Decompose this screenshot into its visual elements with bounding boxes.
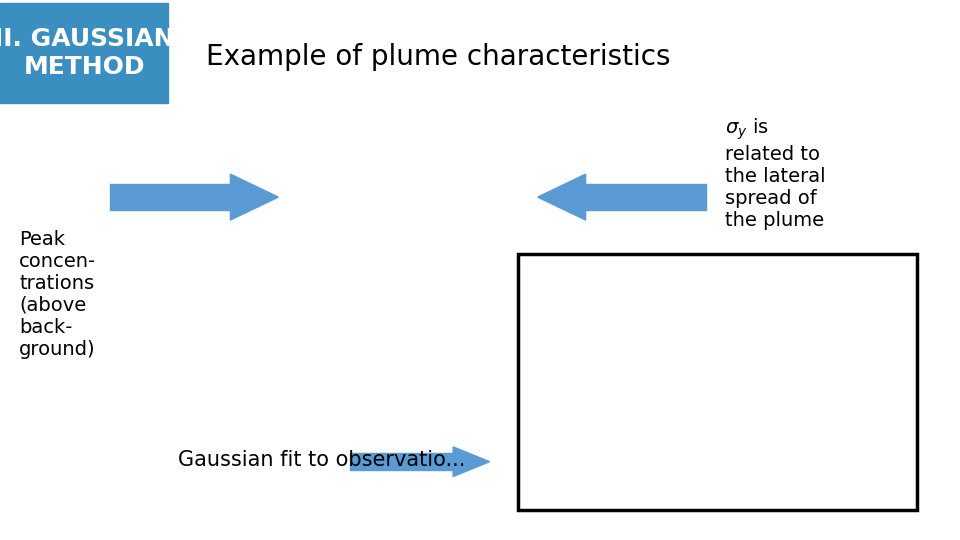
Polygon shape [453,447,490,477]
Bar [518,254,917,510]
Bar [350,453,453,470]
Polygon shape [230,174,278,220]
Text: II. GAUSSIAN
METHOD: II. GAUSSIAN METHOD [0,27,175,78]
Text: Example of plume characteristics: Example of plume characteristics [206,43,671,71]
Text: $\sigma_y$ is
related to
the lateral
spread of
the plume: $\sigma_y$ is related to the lateral spr… [725,116,826,230]
Text: Peak
concen-
trations
(above
back-
ground): Peak concen- trations (above back- groun… [19,230,96,359]
Bar [586,184,706,210]
Polygon shape [538,174,586,220]
Bar [0,3,168,103]
Text: Gaussian fit to observatio...: Gaussian fit to observatio... [178,450,465,470]
Bar [110,184,230,210]
